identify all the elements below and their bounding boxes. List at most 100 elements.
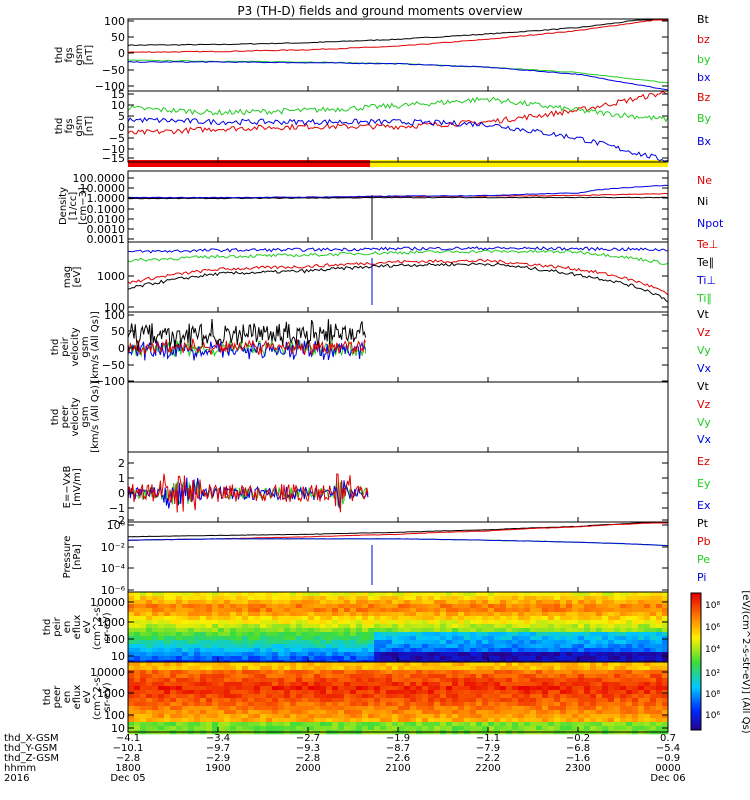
spectrogram-cell [380, 714, 387, 719]
spectrogram-cell [128, 616, 135, 621]
spectrogram-cell [632, 612, 639, 617]
spectrogram-cell [464, 640, 471, 645]
spectrogram-cell [644, 726, 651, 731]
spectrogram-cell [128, 702, 135, 707]
spectrogram-cell [284, 714, 291, 719]
spectrogram-cell [344, 722, 351, 727]
spectrogram-cell [170, 714, 177, 719]
spectrogram-cell [644, 674, 651, 679]
spectrogram-cell [470, 674, 477, 679]
spectrogram-cell [218, 596, 225, 601]
spectrogram-cell [242, 674, 249, 679]
legend-entry: Vz [697, 326, 711, 339]
spectrogram-cell [578, 726, 585, 731]
spectrogram-cell [272, 644, 279, 649]
spectrogram-cell [392, 612, 399, 617]
series-line [127, 184, 669, 199]
spectrogram-cell [356, 722, 363, 727]
colorbar-cell [691, 668, 701, 672]
legend-entry: Bt [697, 13, 710, 26]
spectrogram-cell [326, 656, 333, 661]
spectrogram-cell [494, 604, 501, 609]
spectrogram-cell [512, 652, 519, 657]
spectrogram-cell [242, 714, 249, 719]
spectrogram-cell [404, 714, 411, 719]
spectrogram-cell [194, 652, 201, 657]
spectrogram-cell [392, 624, 399, 629]
spectrogram-cell [428, 702, 435, 707]
spectrogram-cell [296, 706, 303, 711]
legend-entry: Ni [697, 195, 708, 208]
spectrogram-cell [356, 662, 363, 667]
spectrogram-cell [644, 656, 651, 661]
spectrogram-cell [542, 640, 549, 645]
spectrogram-cell [146, 608, 153, 613]
spectrogram-cell [482, 702, 489, 707]
spectrogram-cell [326, 670, 333, 675]
spectrogram-cell [254, 612, 261, 617]
spectrogram-cell [644, 648, 651, 653]
spectrogram-cell [440, 592, 447, 597]
spectrogram-cell [278, 726, 285, 731]
y-axis-label-line: Pressure [62, 536, 73, 579]
spectrogram-cell [452, 718, 459, 723]
spectrogram-cell [626, 698, 633, 703]
spectrogram-cell [356, 652, 363, 657]
spectrogram-cell [356, 608, 363, 613]
spectrogram-cell [182, 706, 189, 711]
spectrogram-cell [506, 686, 513, 691]
spectrogram-cell [578, 648, 585, 653]
spectrogram-cell [572, 674, 579, 679]
spectrogram-cell [374, 698, 381, 703]
spectrogram-cell [290, 682, 297, 687]
spectrogram-cell [218, 592, 225, 597]
spectrogram-cell [608, 722, 615, 727]
spectrogram-cell [542, 670, 549, 675]
spectrogram-cell [494, 726, 501, 731]
spectrogram-cell [392, 636, 399, 641]
spectrogram-cell [356, 710, 363, 715]
spectrogram-cell [212, 678, 219, 683]
spectrogram-cell [200, 644, 207, 649]
spectrogram-cell [242, 600, 249, 605]
spectrogram-cell [218, 624, 225, 629]
spectrogram-cell [482, 694, 489, 699]
y-tick-label: 0.0001 [87, 233, 126, 246]
spectrogram-cell [452, 678, 459, 683]
spectrogram-cell [182, 600, 189, 605]
spectrogram-cell [614, 674, 621, 679]
status-segment [370, 160, 668, 167]
x-axis-value: −2.8 [296, 753, 320, 764]
spectrogram-cell [626, 656, 633, 661]
spectrogram-cell [140, 690, 147, 695]
spectrogram-cell [584, 694, 591, 699]
spectrogram-cell [554, 670, 561, 675]
spectrogram-cell [566, 620, 573, 625]
spectrogram-cell [416, 682, 423, 687]
spectrogram-cell [194, 608, 201, 613]
spectrogram-cell [488, 616, 495, 621]
spectrogram-cell [632, 624, 639, 629]
spectrogram-cell [380, 670, 387, 675]
spectrogram-cell [440, 718, 447, 723]
spectrogram-cell [128, 706, 135, 711]
spectrogram-cell [158, 604, 165, 609]
spectrogram-cell [464, 620, 471, 625]
spectrogram-cell [176, 698, 183, 703]
spectrogram-cell [428, 620, 435, 625]
spectrogram-cell [512, 702, 519, 707]
spectrogram-cell [158, 644, 165, 649]
spectrogram-cell [332, 686, 339, 691]
spectrogram-cell [386, 718, 393, 723]
spectrogram-cell [416, 632, 423, 637]
spectrogram-cell [302, 690, 309, 695]
spectrogram-cell [380, 698, 387, 703]
spectrogram-cell [530, 592, 537, 597]
spectrogram-cell [542, 632, 549, 637]
y-tick-label: 1000 [97, 616, 125, 629]
spectrogram-cell [416, 694, 423, 699]
spectrogram-cell [332, 636, 339, 641]
spectrogram-cell [296, 682, 303, 687]
spectrogram-cell [218, 678, 225, 683]
spectrogram-cell [248, 632, 255, 637]
